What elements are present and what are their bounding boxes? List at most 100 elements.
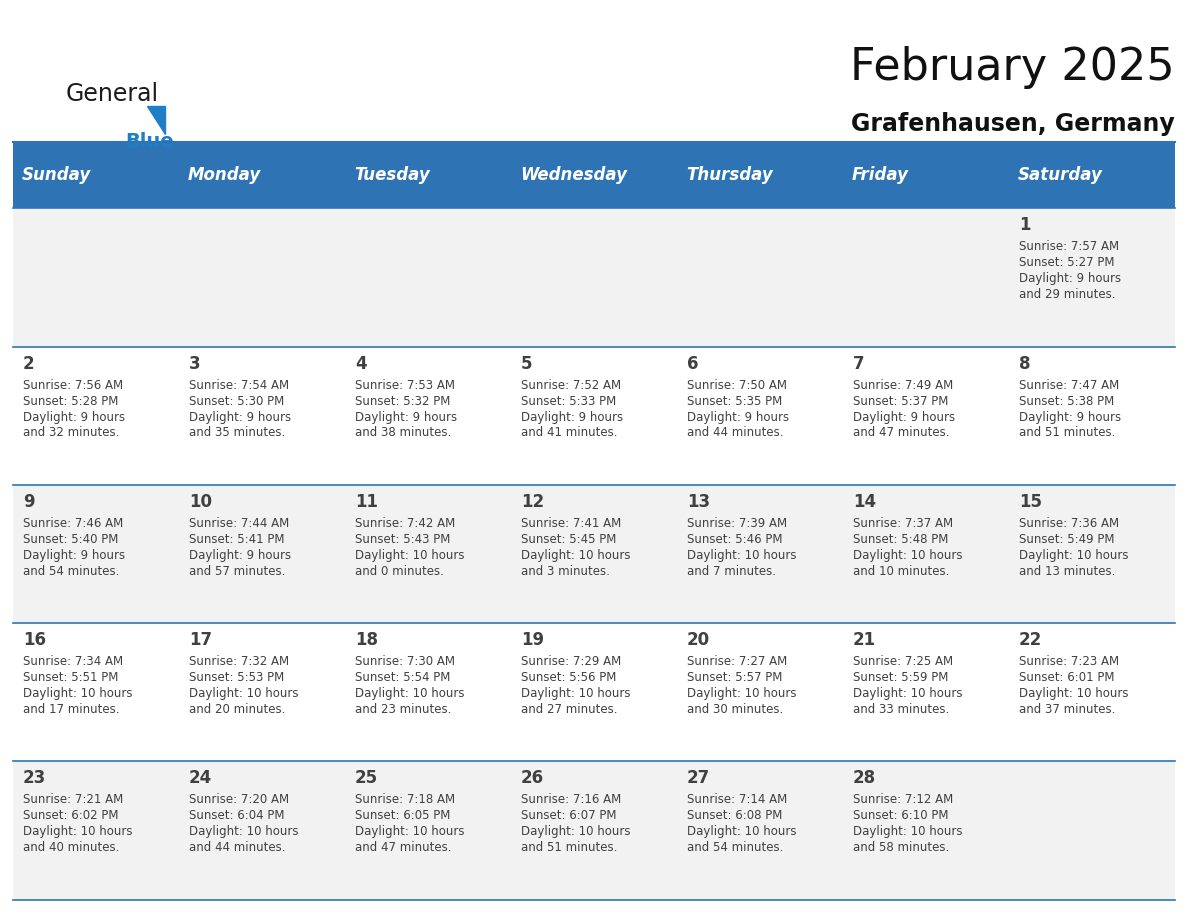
Text: 11: 11 xyxy=(355,493,378,511)
Text: Sunrise: 7:57 AM: Sunrise: 7:57 AM xyxy=(1019,241,1119,253)
Text: Friday: Friday xyxy=(852,166,909,185)
Text: Sunset: 5:57 PM: Sunset: 5:57 PM xyxy=(687,671,783,684)
Text: Sunrise: 7:14 AM: Sunrise: 7:14 AM xyxy=(687,793,788,806)
Text: and 30 minutes.: and 30 minutes. xyxy=(687,703,783,716)
Text: Daylight: 10 hours: Daylight: 10 hours xyxy=(355,549,465,562)
Text: Sunset: 5:38 PM: Sunset: 5:38 PM xyxy=(1019,395,1114,408)
Text: 26: 26 xyxy=(522,769,544,788)
Text: Sunset: 5:48 PM: Sunset: 5:48 PM xyxy=(853,532,948,546)
Text: 23: 23 xyxy=(23,769,46,788)
Text: General: General xyxy=(65,82,158,106)
Text: and 10 minutes.: and 10 minutes. xyxy=(853,565,949,577)
Text: 19: 19 xyxy=(522,632,544,649)
Text: Sunrise: 7:12 AM: Sunrise: 7:12 AM xyxy=(853,793,953,806)
Text: Sunset: 6:07 PM: Sunset: 6:07 PM xyxy=(522,810,617,823)
Text: Sunrise: 7:52 AM: Sunrise: 7:52 AM xyxy=(522,378,621,392)
Text: 12: 12 xyxy=(522,493,544,511)
Text: Daylight: 10 hours: Daylight: 10 hours xyxy=(853,687,962,700)
Bar xyxy=(13,142,1175,208)
Text: Tuesday: Tuesday xyxy=(354,166,430,185)
Text: 24: 24 xyxy=(189,769,213,788)
Text: Sunset: 5:43 PM: Sunset: 5:43 PM xyxy=(355,532,450,546)
Text: Sunset: 5:41 PM: Sunset: 5:41 PM xyxy=(189,532,285,546)
Text: Sunset: 5:32 PM: Sunset: 5:32 PM xyxy=(355,395,450,408)
Text: Sunrise: 7:23 AM: Sunrise: 7:23 AM xyxy=(1019,655,1119,668)
Text: Sunday: Sunday xyxy=(23,166,91,185)
Text: Sunrise: 7:53 AM: Sunrise: 7:53 AM xyxy=(355,378,455,392)
Text: Daylight: 9 hours: Daylight: 9 hours xyxy=(189,549,291,562)
Text: Daylight: 10 hours: Daylight: 10 hours xyxy=(687,687,796,700)
Text: Sunrise: 7:32 AM: Sunrise: 7:32 AM xyxy=(189,655,289,668)
Text: Daylight: 9 hours: Daylight: 9 hours xyxy=(23,549,125,562)
Text: Daylight: 10 hours: Daylight: 10 hours xyxy=(853,549,962,562)
Text: Daylight: 9 hours: Daylight: 9 hours xyxy=(853,410,955,423)
Text: Daylight: 10 hours: Daylight: 10 hours xyxy=(23,825,133,838)
Text: Daylight: 10 hours: Daylight: 10 hours xyxy=(853,825,962,838)
Bar xyxy=(13,485,1175,623)
Text: and 33 minutes.: and 33 minutes. xyxy=(853,703,949,716)
Text: Sunrise: 7:46 AM: Sunrise: 7:46 AM xyxy=(23,517,124,530)
Text: and 54 minutes.: and 54 minutes. xyxy=(687,841,783,855)
Text: Daylight: 10 hours: Daylight: 10 hours xyxy=(23,687,133,700)
Text: Sunrise: 7:36 AM: Sunrise: 7:36 AM xyxy=(1019,517,1119,530)
Text: Sunset: 5:30 PM: Sunset: 5:30 PM xyxy=(189,395,284,408)
Text: 7: 7 xyxy=(853,354,865,373)
Text: Daylight: 9 hours: Daylight: 9 hours xyxy=(1019,273,1121,285)
Bar xyxy=(13,208,1175,347)
Text: and 3 minutes.: and 3 minutes. xyxy=(522,565,609,577)
Text: and 44 minutes.: and 44 minutes. xyxy=(687,427,784,440)
Text: and 17 minutes.: and 17 minutes. xyxy=(23,703,120,716)
Text: 14: 14 xyxy=(853,493,876,511)
Text: and 51 minutes.: and 51 minutes. xyxy=(1019,427,1116,440)
Text: Sunset: 5:46 PM: Sunset: 5:46 PM xyxy=(687,532,783,546)
Text: 4: 4 xyxy=(355,354,367,373)
Text: and 20 minutes.: and 20 minutes. xyxy=(189,703,285,716)
Text: Daylight: 10 hours: Daylight: 10 hours xyxy=(355,825,465,838)
Text: Sunrise: 7:54 AM: Sunrise: 7:54 AM xyxy=(189,378,289,392)
Text: and 58 minutes.: and 58 minutes. xyxy=(853,841,949,855)
Text: Daylight: 10 hours: Daylight: 10 hours xyxy=(687,825,796,838)
Text: 5: 5 xyxy=(522,354,532,373)
Text: Sunrise: 7:39 AM: Sunrise: 7:39 AM xyxy=(687,517,788,530)
Text: and 23 minutes.: and 23 minutes. xyxy=(355,703,451,716)
Text: and 0 minutes.: and 0 minutes. xyxy=(355,565,444,577)
Text: Sunrise: 7:37 AM: Sunrise: 7:37 AM xyxy=(853,517,953,530)
Text: Sunset: 6:02 PM: Sunset: 6:02 PM xyxy=(23,810,119,823)
Text: 16: 16 xyxy=(23,632,46,649)
Text: Daylight: 10 hours: Daylight: 10 hours xyxy=(355,687,465,700)
Text: Sunset: 5:59 PM: Sunset: 5:59 PM xyxy=(853,671,948,684)
Text: and 32 minutes.: and 32 minutes. xyxy=(23,427,120,440)
Text: Sunrise: 7:27 AM: Sunrise: 7:27 AM xyxy=(687,655,788,668)
Text: Daylight: 9 hours: Daylight: 9 hours xyxy=(189,410,291,423)
Text: Sunrise: 7:42 AM: Sunrise: 7:42 AM xyxy=(355,517,455,530)
Text: 3: 3 xyxy=(189,354,201,373)
Text: and 27 minutes.: and 27 minutes. xyxy=(522,703,618,716)
Text: Sunset: 6:10 PM: Sunset: 6:10 PM xyxy=(853,810,948,823)
Text: Sunrise: 7:56 AM: Sunrise: 7:56 AM xyxy=(23,378,124,392)
Text: Sunrise: 7:47 AM: Sunrise: 7:47 AM xyxy=(1019,378,1119,392)
Text: Sunset: 5:37 PM: Sunset: 5:37 PM xyxy=(853,395,948,408)
Text: Sunrise: 7:18 AM: Sunrise: 7:18 AM xyxy=(355,793,455,806)
Text: 1: 1 xyxy=(1019,217,1030,234)
Text: Daylight: 10 hours: Daylight: 10 hours xyxy=(687,549,796,562)
Polygon shape xyxy=(147,106,165,134)
Bar xyxy=(13,761,1175,900)
Text: Sunrise: 7:16 AM: Sunrise: 7:16 AM xyxy=(522,793,621,806)
Text: Sunset: 5:27 PM: Sunset: 5:27 PM xyxy=(1019,256,1114,269)
Text: and 57 minutes.: and 57 minutes. xyxy=(189,565,285,577)
Text: and 41 minutes.: and 41 minutes. xyxy=(522,427,618,440)
Text: and 13 minutes.: and 13 minutes. xyxy=(1019,565,1116,577)
Text: Daylight: 9 hours: Daylight: 9 hours xyxy=(23,410,125,423)
Text: Sunrise: 7:21 AM: Sunrise: 7:21 AM xyxy=(23,793,124,806)
Text: 18: 18 xyxy=(355,632,378,649)
Text: Thursday: Thursday xyxy=(685,166,772,185)
Text: Daylight: 10 hours: Daylight: 10 hours xyxy=(522,549,631,562)
Text: 25: 25 xyxy=(355,769,378,788)
Text: 20: 20 xyxy=(687,632,710,649)
Text: Sunrise: 7:49 AM: Sunrise: 7:49 AM xyxy=(853,378,953,392)
Text: 8: 8 xyxy=(1019,354,1030,373)
Text: Daylight: 10 hours: Daylight: 10 hours xyxy=(522,825,631,838)
Text: Daylight: 10 hours: Daylight: 10 hours xyxy=(189,825,298,838)
Text: Sunrise: 7:30 AM: Sunrise: 7:30 AM xyxy=(355,655,455,668)
Text: Sunset: 5:40 PM: Sunset: 5:40 PM xyxy=(23,532,119,546)
